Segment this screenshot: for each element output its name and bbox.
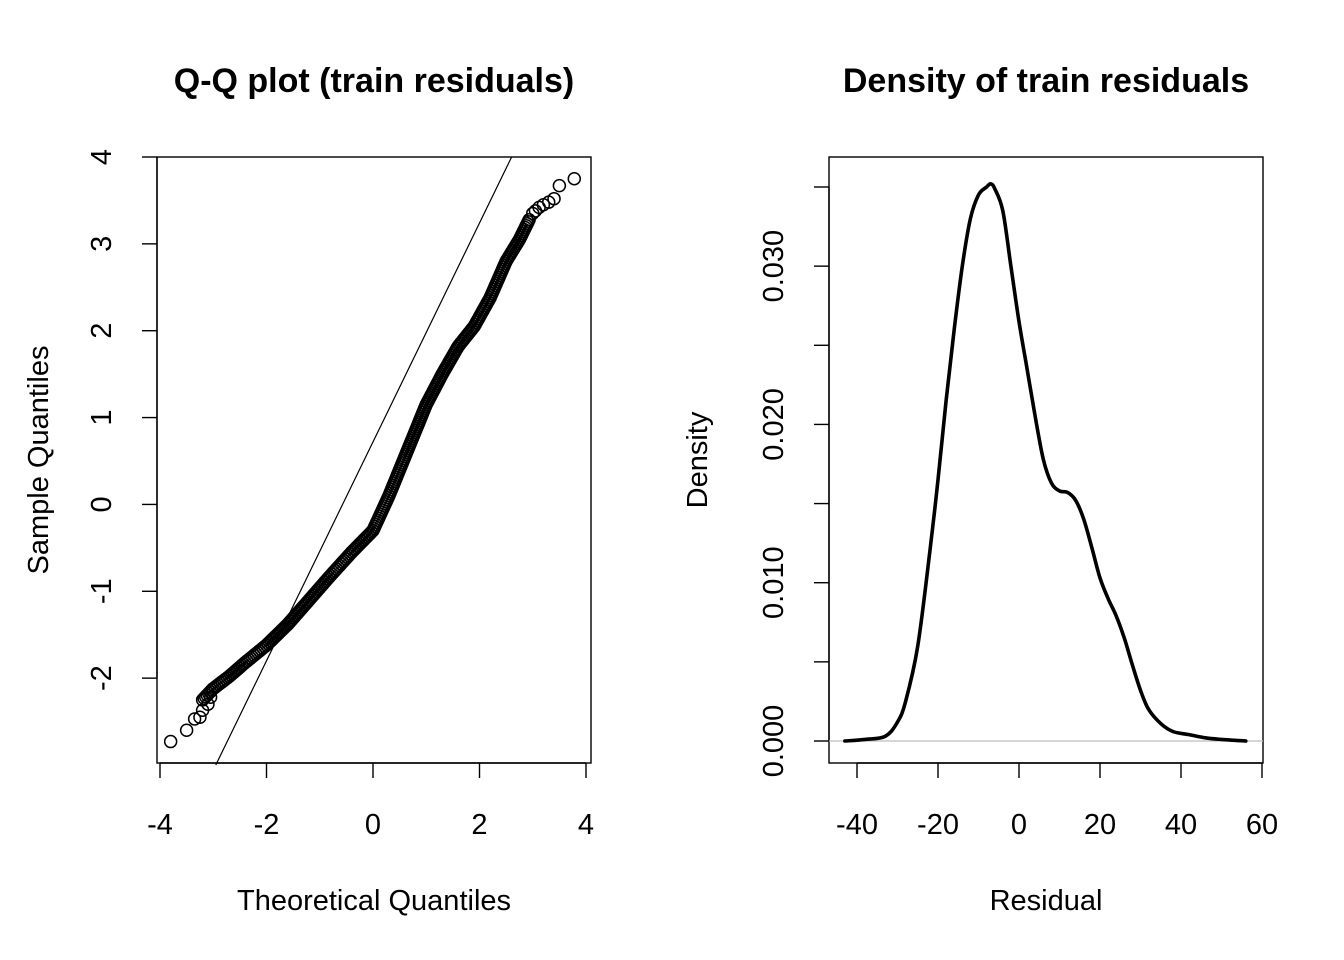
qq-x-axis: -4 -2 0 2 4 bbox=[147, 762, 594, 841]
density-x-tick-label: 60 bbox=[1246, 809, 1278, 841]
qq-y-tick-label: 3 bbox=[86, 236, 118, 252]
qq-point bbox=[547, 191, 561, 206]
qq-point bbox=[567, 171, 582, 186]
qq-y-tick-label: 2 bbox=[86, 323, 118, 339]
qq-point bbox=[163, 734, 178, 749]
qq-y-tick-label: 0 bbox=[86, 496, 118, 512]
density-x-axis: -40 -20 0 20 40 60 bbox=[836, 762, 1278, 841]
density-plot-title: Density of train residuals bbox=[843, 62, 1249, 100]
qq-point bbox=[193, 710, 207, 724]
qq-y-tick-label: 1 bbox=[86, 410, 118, 426]
qq-y-axis-label: Sample Quantiles bbox=[23, 346, 55, 575]
qq-point bbox=[528, 204, 543, 218]
qq-x-tick-label: -2 bbox=[254, 809, 280, 841]
density-x-tick-label: 40 bbox=[1165, 809, 1197, 841]
density-x-axis-label: Residual bbox=[990, 885, 1103, 917]
qq-point bbox=[201, 697, 215, 711]
density-y-axis-label: Density bbox=[682, 411, 714, 508]
qq-x-tick-label: 4 bbox=[578, 809, 594, 841]
qq-y-tick-label: -1 bbox=[86, 578, 118, 604]
qq-point bbox=[179, 723, 194, 738]
density-x-tick-label: -20 bbox=[917, 809, 959, 841]
qq-plot-frame bbox=[156, 156, 592, 764]
density-x-tick-label: 20 bbox=[1084, 809, 1116, 841]
qq-point bbox=[552, 178, 567, 193]
density-curve bbox=[843, 182, 1248, 743]
qq-plot-title: Q-Q plot (train residuals) bbox=[174, 62, 574, 100]
density-x-tick-label: 0 bbox=[1011, 809, 1027, 841]
density-y-tick-label: 0.010 bbox=[758, 546, 790, 619]
qq-x-tick-label: 2 bbox=[471, 809, 487, 841]
density-y-tick-label: 0.030 bbox=[758, 230, 790, 303]
qq-point bbox=[203, 690, 218, 705]
density-plot-panel: Density of train residuals -40 -20 0 20 40 60… bbox=[682, 62, 1278, 917]
qq-y-tick-label: -2 bbox=[86, 665, 118, 691]
qq-point bbox=[187, 712, 202, 726]
density-y-tick-label: 0.000 bbox=[758, 705, 790, 778]
qq-y-tick-label: 4 bbox=[86, 149, 118, 165]
qq-y-axis: -2 -1 0 1 2 3 4 bbox=[86, 149, 158, 691]
density-plot-frame bbox=[828, 156, 1264, 764]
density-y-axis: 0.000 0.010 0.020 0.030 bbox=[758, 186, 830, 778]
density-x-tick-label: -40 bbox=[836, 809, 878, 841]
qq-x-tick-label: -4 bbox=[147, 809, 173, 841]
qq-x-axis-label: Theoretical Quantiles bbox=[237, 885, 511, 917]
qq-plot-area bbox=[163, 156, 582, 766]
density-plot-area bbox=[829, 182, 1263, 743]
qq-plot-panel: Q-Q plot (train residuals) -4 -2 0 2 4 -2 -1 0… bbox=[23, 62, 594, 917]
qq-x-tick-label: 0 bbox=[365, 809, 381, 841]
qq-reference-line bbox=[215, 156, 513, 766]
density-y-tick-label: 0.020 bbox=[758, 388, 790, 461]
